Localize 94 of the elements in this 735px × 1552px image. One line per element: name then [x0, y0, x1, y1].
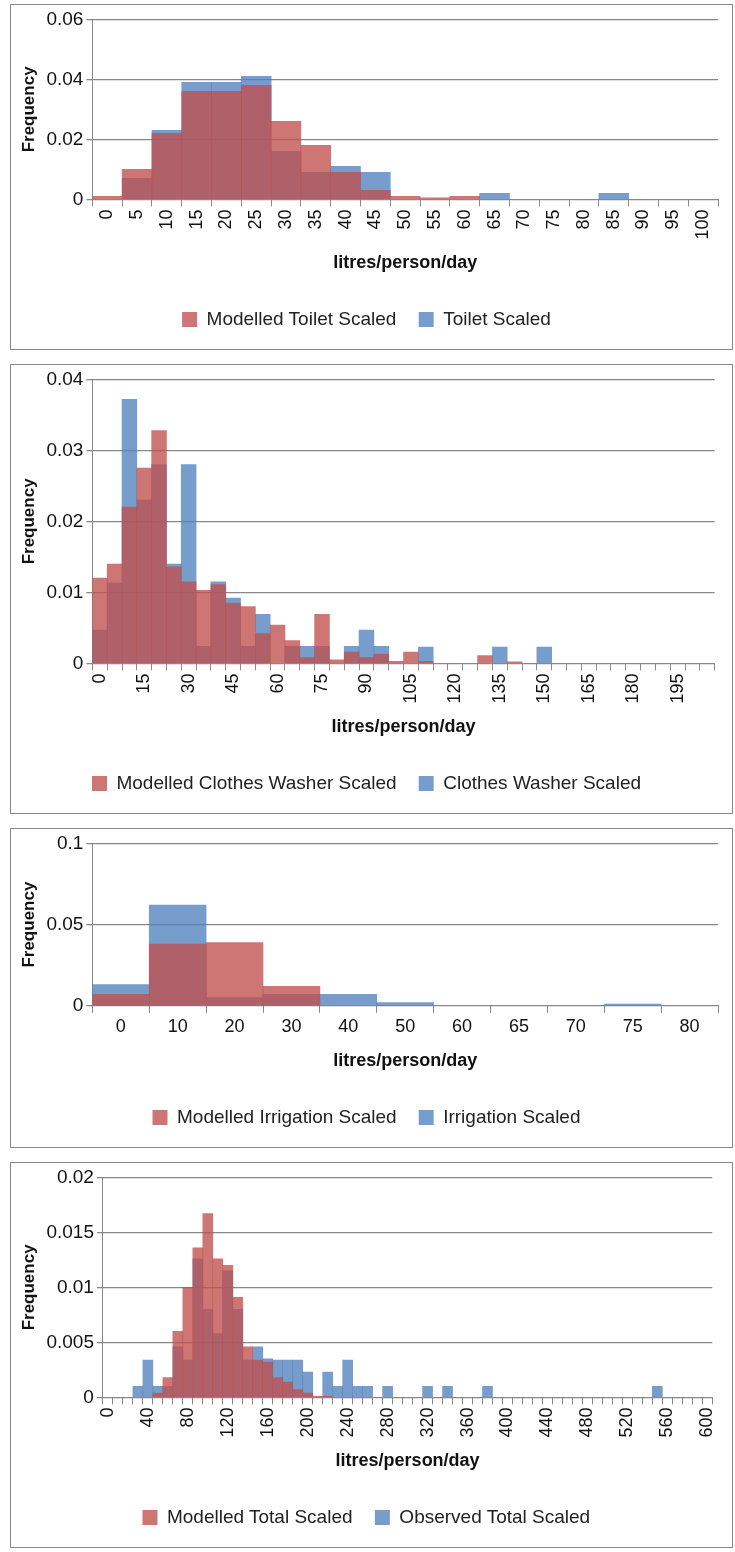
- x-tick-label: 30: [281, 1015, 302, 1036]
- x-tick-label: 180: [622, 673, 643, 704]
- x-tick-label: 0: [96, 1407, 117, 1418]
- y-tick-label: 0.03: [46, 438, 84, 460]
- x-tick-label: 60: [266, 673, 287, 694]
- x-tick-label: 0: [88, 673, 109, 684]
- x-axis-title: litres/person/day: [333, 1050, 478, 1071]
- y-tick-label: 0.1: [56, 831, 84, 853]
- y-tick-label: 0.01: [56, 1275, 94, 1297]
- x-tick-label: 75: [543, 209, 564, 230]
- x-tick-label: 45: [364, 209, 385, 230]
- x-tick-label: 65: [483, 209, 504, 230]
- x-axis-title: litres/person/day: [331, 716, 476, 737]
- x-tick-label: 15: [133, 673, 154, 694]
- x-tick-label: 90: [632, 209, 653, 230]
- x-tick-label: 120: [216, 1407, 237, 1438]
- y-tick-label: 0.05: [46, 912, 84, 934]
- x-tick-label: 480: [576, 1407, 597, 1438]
- x-tick-label: 50: [395, 1015, 416, 1036]
- y-tick-label: 0.015: [46, 1220, 94, 1242]
- x-tick-label: 75: [622, 1015, 643, 1036]
- legend-label: Toilet Scaled: [443, 307, 551, 329]
- x-tick-label: 135: [488, 673, 509, 704]
- y-tick-label: 0.02: [46, 509, 84, 531]
- x-tick-label: 20: [224, 1015, 245, 1036]
- legend-label: Modelled Irrigation Scaled: [177, 1105, 397, 1127]
- legend-label: Irrigation Scaled: [443, 1105, 581, 1127]
- y-tick-label: 0.04: [46, 67, 84, 89]
- y-tick-label: 0.01: [46, 580, 84, 602]
- x-tick-label: 440: [536, 1407, 557, 1438]
- legend-label: Observed Total Scaled: [399, 1505, 591, 1527]
- x-tick-label: 20: [215, 209, 236, 230]
- x-tick-label: 560: [656, 1407, 677, 1438]
- x-tick-label: 75: [310, 673, 331, 694]
- x-tick-label: 30: [274, 209, 295, 230]
- y-tick-label: 0.06: [46, 7, 84, 29]
- x-tick-label: 195: [666, 673, 687, 704]
- x-tick-label: 80: [572, 209, 593, 230]
- y-tick-label: 0.02: [56, 1165, 94, 1187]
- x-tick-label: 160: [256, 1407, 277, 1438]
- x-tick-label: 10: [167, 1015, 188, 1036]
- x-tick-label: 95: [662, 209, 683, 230]
- legend-label: Modelled Clothes Washer Scaled: [116, 771, 397, 793]
- y-tick-label: 0: [72, 651, 84, 673]
- x-tick-label: 0: [115, 1015, 126, 1036]
- x-tick-label: 50: [394, 209, 415, 230]
- x-tick-label: 80: [176, 1407, 197, 1428]
- x-tick-label: 360: [456, 1407, 477, 1438]
- x-tick-label: 30: [177, 673, 198, 694]
- x-tick-label: 80: [679, 1015, 700, 1036]
- x-tick-label: 10: [155, 209, 176, 230]
- x-tick-label: 70: [565, 1015, 586, 1036]
- x-tick-label: 100: [692, 209, 713, 240]
- x-tick-label: 90: [355, 673, 376, 694]
- x-tick-label: 35: [304, 209, 325, 230]
- x-tick-label: 45: [222, 673, 243, 694]
- y-tick-label: 0: [72, 994, 84, 1016]
- x-tick-label: 120: [444, 673, 465, 704]
- x-tick-label: 280: [376, 1407, 397, 1438]
- x-tick-label: 600: [696, 1407, 717, 1438]
- legend-label: Modelled Toilet Scaled: [206, 307, 397, 329]
- x-tick-label: 200: [296, 1407, 317, 1438]
- x-axis-title: litres/person/day: [335, 1450, 480, 1471]
- x-tick-label: 70: [513, 209, 534, 230]
- x-tick-label: 15: [185, 209, 206, 230]
- x-tick-label: 5: [126, 209, 147, 220]
- x-axis-title: litres/person/day: [333, 252, 478, 273]
- x-tick-label: 55: [423, 209, 444, 230]
- x-tick-label: 60: [453, 209, 474, 230]
- y-axis-title: Frequency: [18, 65, 38, 153]
- x-tick-label: 150: [533, 673, 554, 704]
- x-tick-label: 25: [245, 209, 266, 230]
- y-axis-title: Frequency: [18, 1243, 38, 1331]
- x-tick-label: 400: [496, 1407, 517, 1438]
- legend-label: Clothes Washer Scaled: [443, 771, 642, 793]
- y-tick-label: 0: [83, 1385, 94, 1407]
- y-axis-title: Frequency: [18, 881, 38, 968]
- x-tick-label: 165: [577, 673, 598, 704]
- x-tick-label: 40: [136, 1407, 157, 1428]
- y-tick-label: 0.04: [46, 367, 84, 389]
- y-tick-label: 0.005: [46, 1330, 94, 1352]
- x-tick-label: 40: [334, 209, 355, 230]
- legend-label: Modelled Total Scaled: [166, 1505, 353, 1527]
- x-tick-label: 240: [336, 1407, 357, 1438]
- y-axis-title: Frequency: [18, 477, 38, 565]
- x-tick-label: 105: [399, 673, 420, 704]
- x-tick-label: 0: [96, 209, 117, 220]
- x-tick-label: 85: [602, 209, 623, 230]
- x-tick-label: 520: [616, 1407, 637, 1438]
- x-tick-label: 65: [508, 1015, 529, 1036]
- x-tick-label: 60: [452, 1015, 473, 1036]
- x-tick-label: 40: [338, 1015, 359, 1036]
- y-tick-label: 0.02: [46, 127, 84, 149]
- x-tick-label: 320: [416, 1407, 437, 1438]
